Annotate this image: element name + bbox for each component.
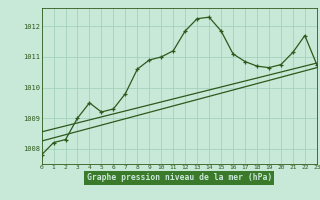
X-axis label: Graphe pression niveau de la mer (hPa): Graphe pression niveau de la mer (hPa) [87,173,272,182]
